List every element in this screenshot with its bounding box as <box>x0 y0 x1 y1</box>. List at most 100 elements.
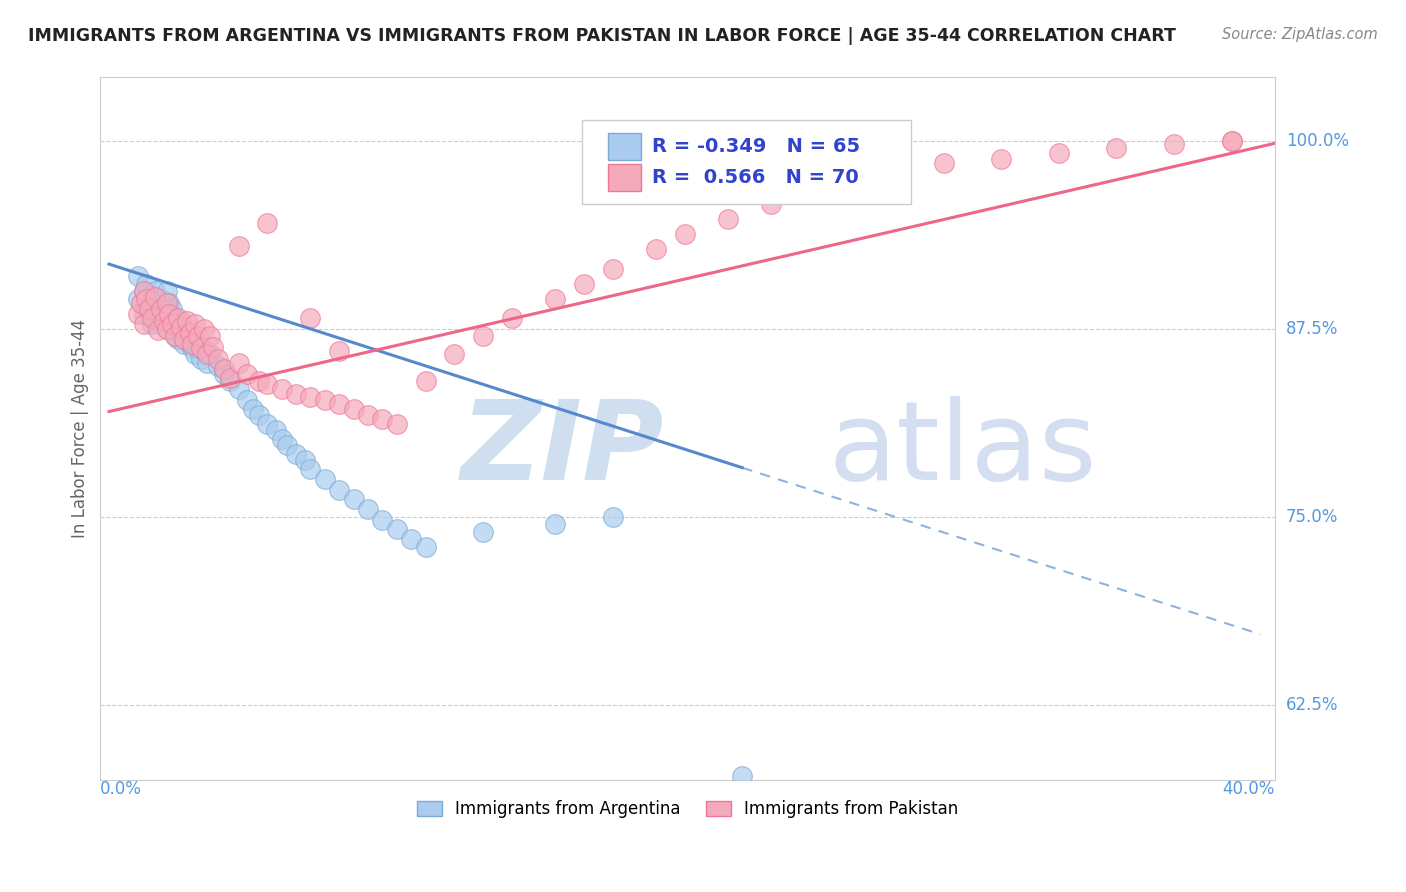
Point <box>371 412 394 426</box>
FancyBboxPatch shape <box>607 164 641 191</box>
Point <box>132 307 155 321</box>
Point <box>385 417 408 431</box>
Point <box>141 318 163 332</box>
Point <box>181 336 204 351</box>
Point <box>135 292 157 306</box>
Point <box>299 462 322 476</box>
Point <box>932 156 955 170</box>
Point <box>184 347 207 361</box>
Point <box>399 533 422 547</box>
Point <box>285 447 308 461</box>
Point <box>167 311 190 326</box>
Text: 87.5%: 87.5% <box>1286 320 1339 338</box>
Point <box>170 314 193 328</box>
Text: R =  0.566   N = 70: R = 0.566 N = 70 <box>652 168 859 186</box>
Point <box>415 540 437 554</box>
Point <box>181 342 204 356</box>
Point <box>165 311 187 326</box>
Point <box>165 329 187 343</box>
Point <box>132 284 155 298</box>
Point <box>247 408 270 422</box>
Point <box>343 491 366 506</box>
Point <box>357 502 380 516</box>
Text: 0.0%: 0.0% <box>100 780 142 798</box>
Point <box>165 329 187 343</box>
Point <box>176 329 198 343</box>
Point <box>129 296 152 310</box>
Point <box>501 311 523 326</box>
Point <box>173 332 195 346</box>
Point <box>236 367 259 381</box>
Point <box>1163 136 1185 151</box>
Point <box>190 351 212 366</box>
Point <box>228 356 250 370</box>
Point <box>149 292 172 306</box>
Point <box>328 344 350 359</box>
Point <box>314 392 336 407</box>
Point <box>314 472 336 486</box>
Point <box>256 417 278 431</box>
Point <box>170 320 193 334</box>
Point <box>187 342 209 356</box>
Point <box>146 302 169 317</box>
Point <box>162 302 184 317</box>
Point <box>212 367 235 381</box>
Point <box>236 392 259 407</box>
Point <box>162 318 184 332</box>
Point <box>218 371 240 385</box>
Point <box>135 277 157 291</box>
Point <box>195 356 218 370</box>
Point <box>155 296 177 310</box>
Point <box>159 296 181 310</box>
Point <box>443 347 465 361</box>
Point <box>143 284 166 298</box>
Point <box>731 769 754 783</box>
Point <box>179 326 201 341</box>
Point <box>127 307 149 321</box>
Point <box>544 517 567 532</box>
Point <box>173 336 195 351</box>
Point <box>162 322 184 336</box>
Point <box>242 401 264 416</box>
FancyBboxPatch shape <box>582 120 911 204</box>
Point <box>167 332 190 346</box>
Point <box>159 314 181 328</box>
Point <box>132 318 155 332</box>
Point <box>184 318 207 332</box>
Point <box>472 524 495 539</box>
Point <box>212 362 235 376</box>
Point <box>127 292 149 306</box>
Point <box>138 302 160 317</box>
Point <box>184 332 207 346</box>
Point <box>328 483 350 497</box>
Legend: Immigrants from Argentina, Immigrants from Pakistan: Immigrants from Argentina, Immigrants fr… <box>411 793 965 825</box>
Point <box>190 342 212 356</box>
Point <box>228 382 250 396</box>
Point <box>228 239 250 253</box>
Point <box>218 375 240 389</box>
Point <box>256 377 278 392</box>
Point <box>1047 145 1070 160</box>
Point <box>294 452 316 467</box>
Point <box>146 323 169 337</box>
Text: IMMIGRANTS FROM ARGENTINA VS IMMIGRANTS FROM PAKISTAN IN LABOR FORCE | AGE 35-44: IMMIGRANTS FROM ARGENTINA VS IMMIGRANTS … <box>28 27 1175 45</box>
Point <box>201 340 224 354</box>
Point <box>276 438 298 452</box>
Text: atlas: atlas <box>828 396 1097 503</box>
Text: 40.0%: 40.0% <box>1222 780 1275 798</box>
Text: 75.0%: 75.0% <box>1286 508 1339 526</box>
Point <box>195 347 218 361</box>
Point <box>176 314 198 328</box>
Point <box>285 386 308 401</box>
Point <box>759 197 782 211</box>
Point <box>149 302 172 317</box>
Point <box>299 311 322 326</box>
Point <box>155 322 177 336</box>
Point <box>1278 134 1301 148</box>
Point <box>644 242 666 256</box>
Y-axis label: In Labor Force | Age 35-44: In Labor Force | Age 35-44 <box>72 319 89 539</box>
Point <box>343 401 366 416</box>
Point <box>299 390 322 404</box>
Point <box>173 322 195 336</box>
Point <box>328 397 350 411</box>
